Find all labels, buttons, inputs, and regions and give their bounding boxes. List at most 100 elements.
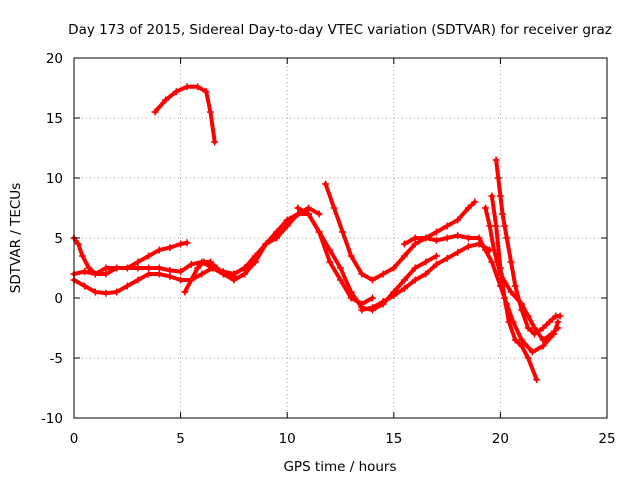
data-point [166,272,174,280]
x-tick-label: 25 [598,431,615,447]
data-point [492,222,500,230]
data-point [400,252,408,260]
data-point [79,252,87,260]
data-point [507,258,515,266]
data-point [113,288,121,296]
data-point [432,252,440,260]
data-point [155,270,163,278]
data-point [486,222,494,230]
series-arc10 [400,232,562,356]
data-point [326,246,334,254]
data-point [91,270,99,278]
data-point [166,244,174,252]
y-tick-label: 5 [54,231,63,247]
data-point [123,264,131,272]
data-point [294,204,302,212]
data-point [554,324,562,332]
data-point [283,216,291,224]
data-point [422,234,430,242]
data-point [113,264,121,272]
data-point [454,232,462,240]
data-point [241,264,249,272]
data-point [400,240,408,248]
data-point [283,222,291,230]
data-point [454,248,462,256]
series-line [72,260,236,279]
data-points [70,83,564,384]
data-point [518,342,526,350]
data-point [505,318,513,326]
data-point [533,376,541,384]
data-point [556,312,564,320]
data-point [123,282,131,290]
data-point [181,288,189,296]
data-point [230,270,238,278]
data-point [166,266,174,274]
data-point [411,264,419,272]
data-point [494,174,502,182]
data-point [511,336,519,344]
series-arc1 [151,83,219,146]
data-point [339,228,347,236]
data-point [172,88,180,96]
data-point [503,234,511,242]
data-point [501,222,509,230]
data-point [183,239,191,247]
x-axis-label: GPS time / hours [283,459,396,475]
y-tick-label: -5 [50,351,63,367]
data-point [539,342,547,350]
data-point [411,240,419,248]
series-line [182,206,322,294]
data-point [177,240,185,248]
data-point [102,270,110,278]
data-point [443,234,451,242]
data-point [531,324,539,332]
data-point [548,330,556,338]
series-arc5 [181,204,323,296]
data-point [411,276,419,284]
data-point [368,294,376,302]
data-point [134,258,142,266]
data-point [443,222,451,230]
data-point [198,270,206,278]
data-point [524,312,532,320]
y-axis-label: SDTVAR / TECUs [8,183,24,293]
data-point [496,270,504,278]
data-point [358,270,366,278]
data-point [322,180,330,188]
data-point [262,240,270,248]
data-point [422,270,430,278]
data-point [358,306,366,314]
data-point [206,258,214,266]
data-point [488,192,496,200]
series-line [323,182,477,282]
data-point [368,304,376,312]
data-point [177,268,185,276]
y-tick-label: 15 [46,111,63,127]
data-point [134,264,142,272]
data-point [499,210,507,218]
data-point [411,234,419,242]
x-tick-label: 15 [385,431,402,447]
data-point [443,254,451,262]
series-line [295,206,439,312]
data-point [194,264,202,272]
data-point [490,246,498,254]
data-point [379,298,387,306]
data-point [518,336,526,344]
data-point [155,264,163,272]
chart-title: Day 173 of 2015, Sidereal Day-to-day VTE… [68,22,612,38]
data-point [518,300,526,308]
data-point [432,236,440,244]
data-point [81,268,89,276]
data-point [432,228,440,236]
data-point [74,240,82,248]
series-line [231,212,375,306]
data-point [464,242,472,250]
y-tick-label: 0 [54,291,63,307]
data-point [145,270,153,278]
data-point [187,260,195,268]
data-point [539,336,547,344]
data-point [315,210,323,218]
